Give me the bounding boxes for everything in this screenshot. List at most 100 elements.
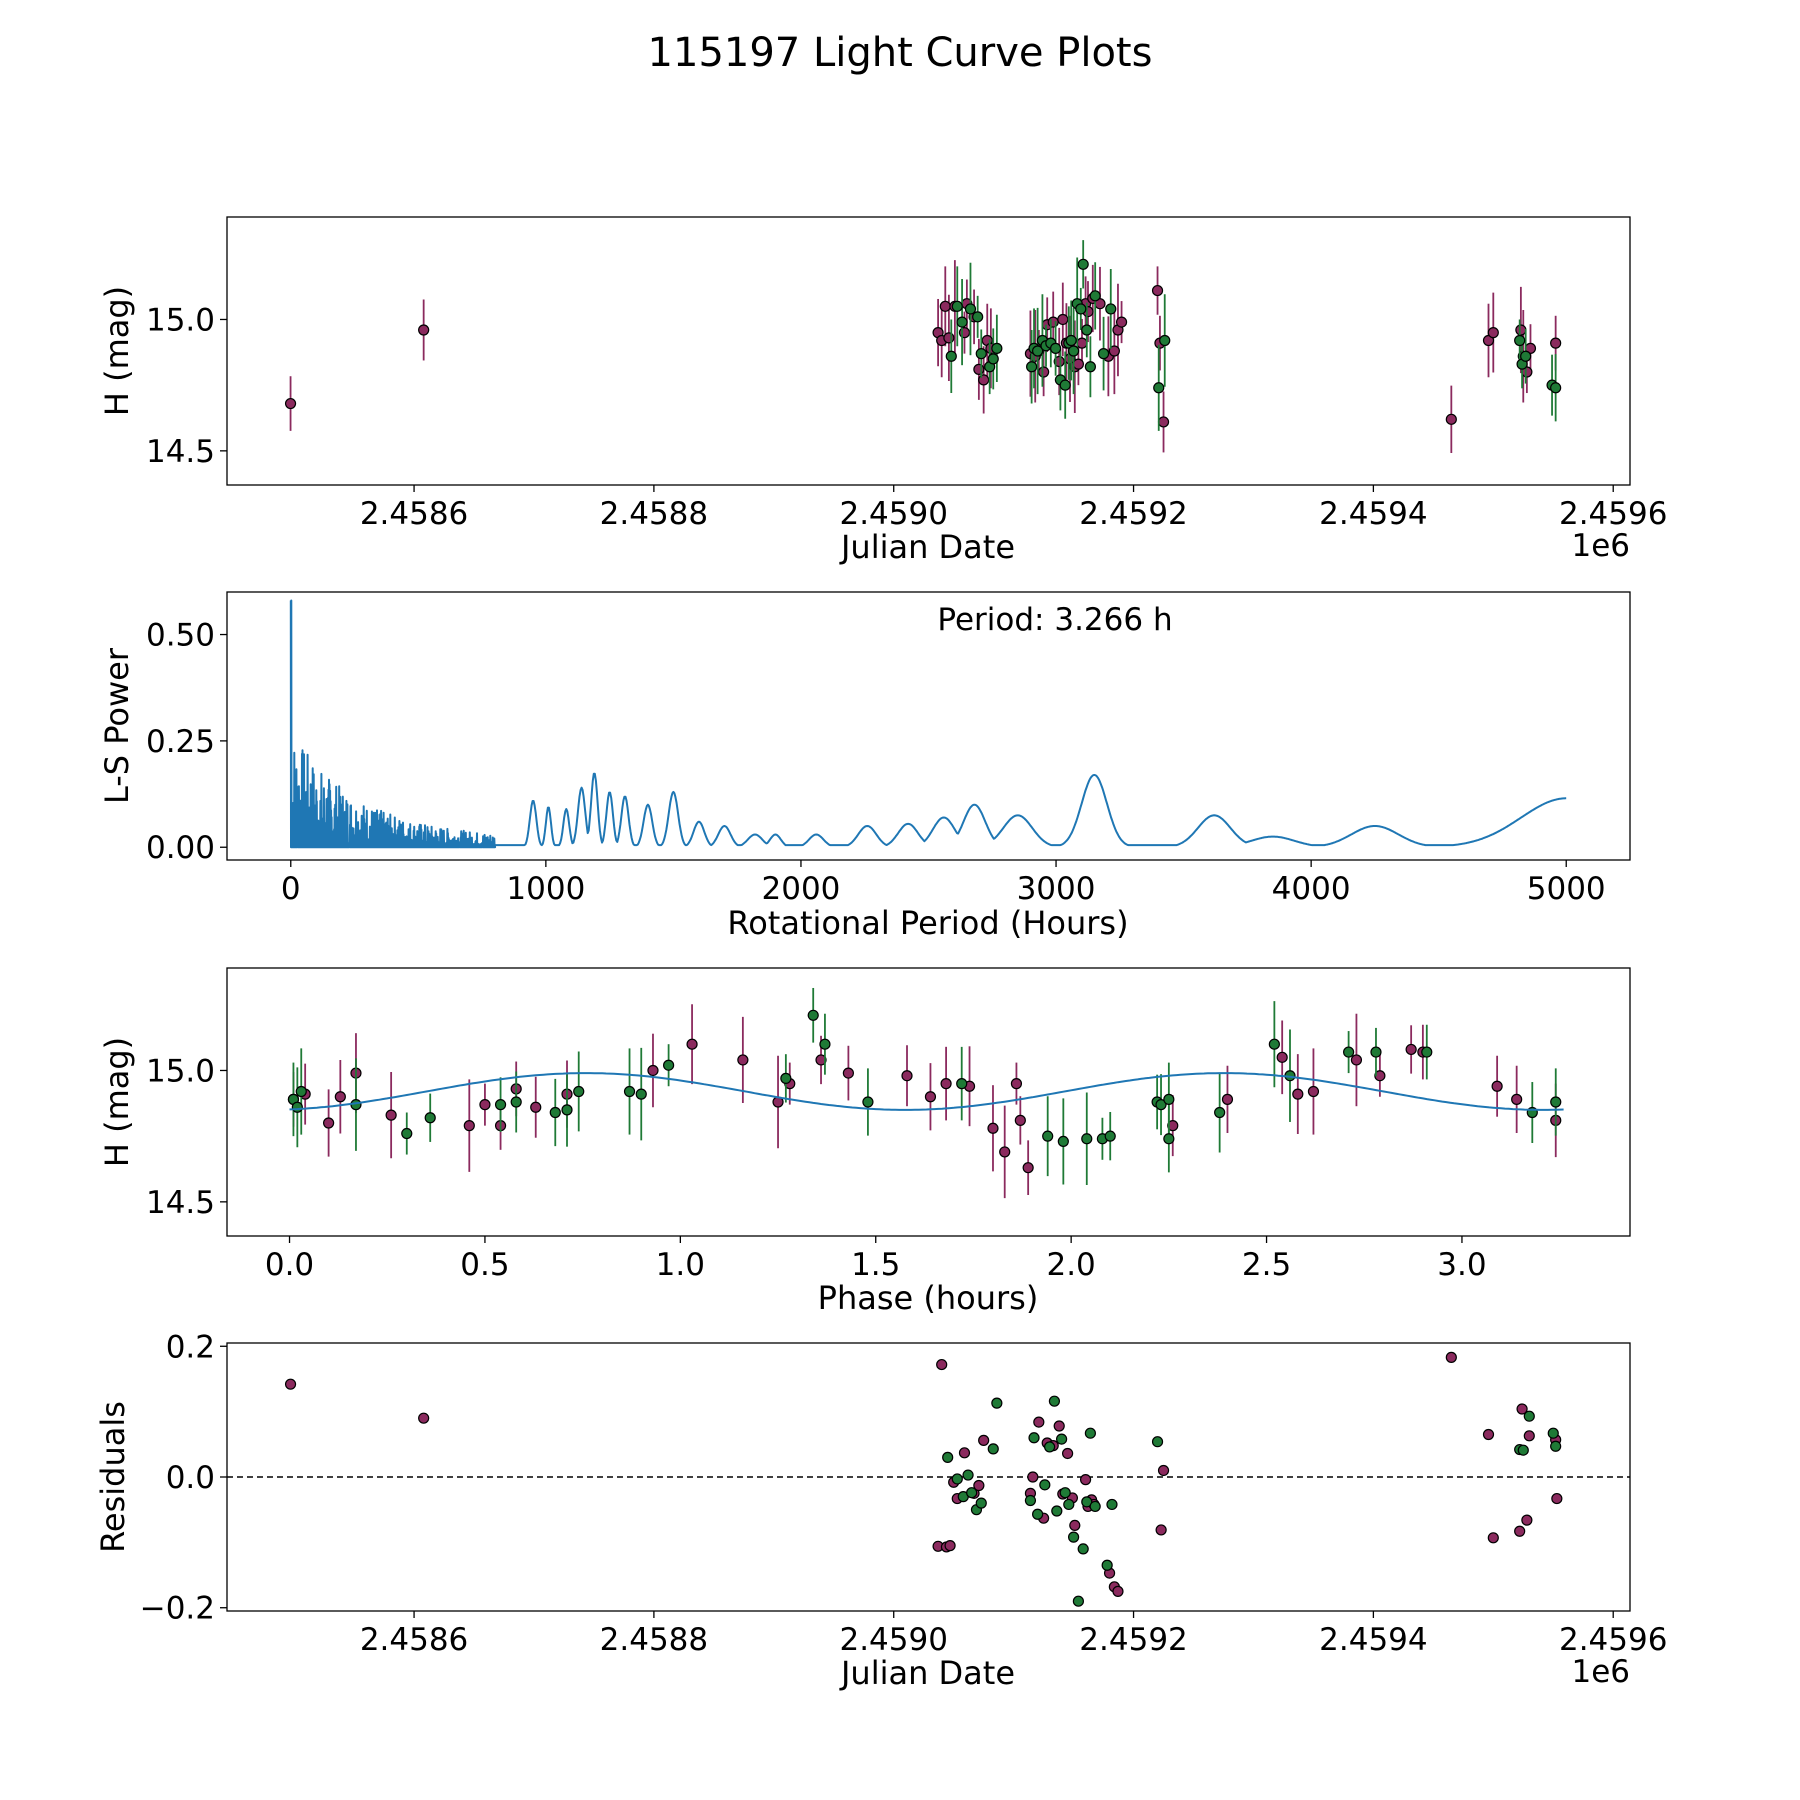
data-point — [1370, 1046, 1382, 1058]
data-point — [1053, 1420, 1065, 1432]
data-point — [1072, 358, 1084, 370]
x-tick-label: 2.4590 — [839, 1622, 947, 1658]
data-point — [647, 1064, 659, 1077]
data-point — [945, 350, 957, 362]
data-point — [1053, 355, 1065, 368]
data-point — [1039, 1479, 1051, 1491]
data-point — [1487, 327, 1499, 339]
data-point — [1089, 1500, 1101, 1513]
data-point — [1547, 1427, 1559, 1439]
data-point — [991, 342, 1003, 354]
data-point — [1057, 1135, 1069, 1148]
model-curve — [289, 1072, 1564, 1111]
data-point — [1514, 334, 1526, 347]
data-point — [1515, 324, 1527, 336]
data-point — [978, 374, 990, 386]
data-point — [942, 1451, 954, 1463]
data-point — [1056, 1433, 1068, 1445]
y-tick-label: 14.5 — [146, 434, 215, 470]
data-point — [1157, 416, 1170, 428]
data-point — [1523, 1410, 1535, 1422]
data-point — [951, 300, 963, 312]
x-tick-label: 0.0 — [265, 1247, 314, 1283]
data-point — [987, 1122, 999, 1134]
data-point — [1153, 382, 1165, 394]
x-tick-label: 1000 — [506, 871, 585, 907]
phased-frame — [226, 967, 1631, 1237]
data-point — [1343, 1046, 1355, 1058]
data-point — [939, 300, 951, 312]
data-point — [663, 1059, 675, 1071]
y-tick-label: 0.50 — [146, 618, 215, 654]
x-tick-label: 2.4592 — [1079, 496, 1187, 532]
data-point — [1520, 350, 1532, 362]
data-point — [1491, 1080, 1503, 1092]
data-point — [1221, 1093, 1234, 1105]
data-point — [1421, 1046, 1433, 1058]
data-point — [323, 1117, 335, 1129]
data-point — [1514, 1525, 1526, 1537]
data-point — [862, 1096, 874, 1108]
data-point — [573, 1085, 585, 1098]
phased-ylabel: H (mag) — [98, 1037, 136, 1167]
data-point — [1075, 303, 1087, 315]
periodogram-line — [289, 599, 1567, 849]
data-point — [1048, 1395, 1061, 1407]
data-point — [815, 1054, 827, 1066]
data-point — [1038, 366, 1050, 378]
x-tick-label: 2.4586 — [360, 496, 468, 532]
x-tick-label: 2.4594 — [1319, 496, 1427, 532]
data-point — [1163, 1133, 1175, 1145]
data-point — [1550, 382, 1562, 394]
data-point — [940, 1078, 952, 1090]
data-point — [944, 1540, 956, 1552]
data-point — [1026, 361, 1038, 373]
data-point — [1042, 1130, 1054, 1142]
residuals-xlabel: Julian Date — [839, 1654, 1015, 1692]
data-point — [561, 1104, 573, 1116]
data-point — [973, 1479, 985, 1492]
data-point — [807, 1009, 819, 1021]
data-point — [972, 311, 984, 323]
data-point — [1051, 1505, 1063, 1517]
data-point — [943, 332, 955, 344]
data-point — [1077, 258, 1089, 270]
data-point — [1104, 1130, 1116, 1142]
y-tick-label: 15.0 — [146, 302, 215, 338]
data-point — [1084, 1427, 1096, 1439]
x-tick-label: 2.4588 — [600, 496, 708, 532]
residuals-x-offset: 1e6 — [1571, 1654, 1630, 1690]
data-point — [1101, 1559, 1113, 1571]
data-point — [1032, 1508, 1044, 1520]
x-tick-label: 1.0 — [656, 1247, 705, 1283]
residuals-ticks: 2.4586 2.4588 2.4590 2.4592 2.4594 2.4596 −0.2… — [140, 1329, 1668, 1658]
data-point — [958, 1447, 971, 1459]
data-point — [1155, 1099, 1167, 1111]
data-point — [1268, 1038, 1280, 1050]
data-point — [1550, 1096, 1562, 1108]
data-point — [924, 1091, 937, 1103]
data-point — [385, 1109, 397, 1121]
data-point — [1112, 1585, 1124, 1597]
data-point — [1028, 1432, 1040, 1444]
data-point — [1292, 1088, 1304, 1100]
data-point — [549, 1106, 561, 1119]
x-tick-label: 2000 — [762, 871, 841, 907]
phased-xlabel: Phase (hours) — [818, 1279, 1039, 1317]
data-point — [1115, 316, 1128, 328]
phased-marks — [287, 987, 1564, 1199]
data-point — [1089, 290, 1101, 302]
x-tick-label: 4000 — [1272, 871, 1351, 907]
data-point — [284, 397, 297, 410]
data-point — [1523, 1430, 1535, 1442]
data-point — [1550, 337, 1562, 349]
periodogram-annotation: Period: 3.266 h — [937, 602, 1172, 638]
data-point — [975, 348, 987, 360]
data-point — [1081, 1496, 1093, 1508]
data-point — [1276, 1051, 1288, 1063]
periodogram-xlabel: Rotational Period (Hours) — [727, 904, 1128, 942]
data-point — [686, 1038, 698, 1050]
periodogram-frame — [226, 591, 1631, 861]
residuals-panel: 2.4586 2.4588 2.4590 2.4592 2.4594 2.4596 −0.2… — [94, 1329, 1667, 1692]
lightcurve-ticks: 2.4586 2.4588 2.4590 2.4592 2.4594 2.4596 14.5… — [146, 302, 1667, 532]
